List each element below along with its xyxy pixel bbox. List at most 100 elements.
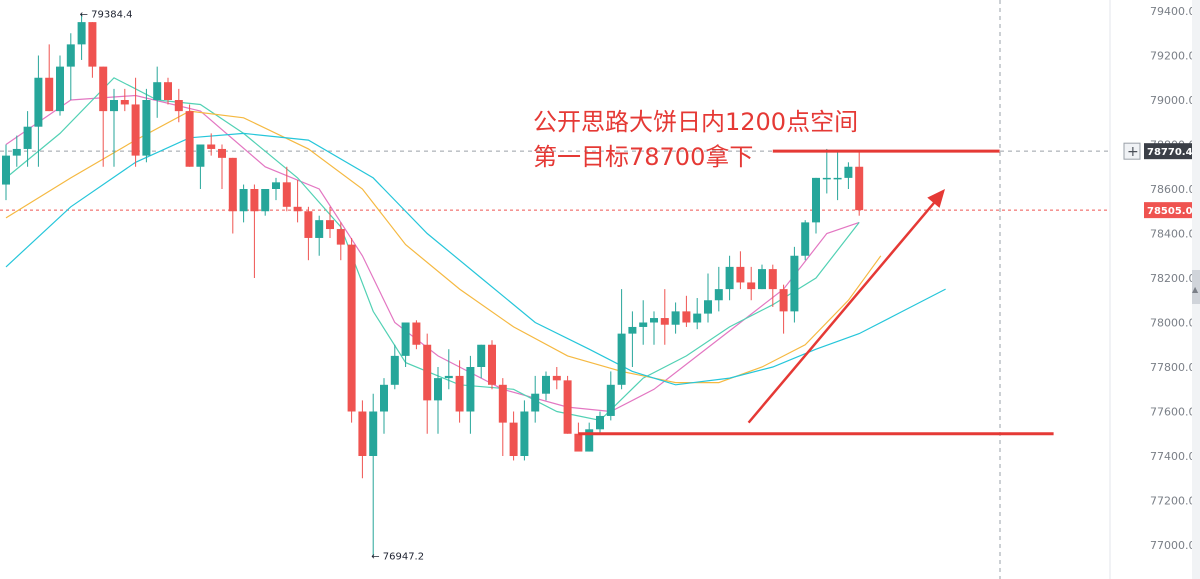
candle-body [574,433,583,452]
candle-body [639,322,648,327]
candle-body [12,148,21,156]
last-price-tag-bg [1144,202,1192,219]
candle-body [293,206,302,212]
y-tick-label: 79200.0 [1150,50,1196,63]
candle-body [336,229,345,245]
candle-body [617,333,626,385]
candle-body [185,111,194,167]
candle-body [34,77,43,127]
candle-body [390,355,399,385]
moving-average-line [5,132,946,386]
candle-body [228,157,237,212]
candle-body [358,411,367,456]
trend-arrow-line [747,196,940,424]
candle-body [606,384,615,416]
candle-body [66,44,75,67]
candle-body [131,104,140,156]
candle-layer [2,14,864,557]
y-tick-label: 77400.0 [1150,450,1196,463]
price-axis[interactable] [1110,0,1192,579]
candle-body [142,100,151,156]
candle-body [563,380,572,434]
candle-body [466,367,475,412]
candle-body [455,375,464,412]
scrollbar-arrow-icon[interactable]: ▲ [1192,285,1199,294]
scrollbar-thumb[interactable] [1192,270,1200,304]
annotation-line-1: 公开思路大饼日内1200点空间 [533,108,858,136]
candle-body [401,322,410,356]
candle-body [596,415,604,430]
candle-body [250,189,259,212]
y-tick-label: 77800.0 [1150,361,1196,374]
plus-icon[interactable]: + [1127,144,1139,160]
candle-body [315,220,324,238]
candle-body [682,311,691,323]
candle-body [844,166,853,178]
candle-body [164,82,172,100]
candle-body [56,66,64,112]
candle-body [498,384,507,423]
candle-body [768,269,777,290]
level-line-layer [578,149,1054,436]
candle-body [282,182,291,207]
candle-body [444,375,453,379]
candle-body [77,22,86,45]
low-price-label: ← 76947.2 [371,552,424,563]
candle-body [196,144,205,167]
candle-body [812,177,820,223]
candle-body [153,82,162,100]
candle-body [509,422,518,456]
candle-body [261,189,270,212]
candle-body [650,318,658,323]
candle-body [88,22,97,67]
candle-body [488,344,496,385]
y-tick-label: 78000.0 [1150,317,1196,330]
y-tick-label: 77200.0 [1150,495,1196,508]
crosshair-tag-bg [1144,143,1192,160]
y-tick-label: 77600.0 [1150,406,1196,419]
candle-body [801,222,810,256]
crosshair-plus-box[interactable] [1123,142,1141,160]
crosshair-price-tag: + 78770.4 [1123,142,1193,160]
candle-body [380,384,388,412]
candle-body [736,266,745,283]
candle-body [23,126,32,149]
moving-average-line [5,77,860,422]
annotation-line-2: 第一目标78700拿下 [533,143,753,171]
y-tick-label: 78600.0 [1150,183,1196,196]
candle-body [714,289,723,301]
grid-layer [0,0,1110,579]
candle-body [239,189,248,212]
candle-body [369,411,378,456]
candle-body [779,289,788,312]
candle-body [855,166,864,211]
candle-body [552,375,561,381]
trend-arrow-head [927,189,945,208]
candle-body [120,100,129,105]
candle-body [412,322,421,345]
last-price: 78505.0 [1147,206,1193,217]
candle-body [790,255,799,312]
candle-body [747,282,756,290]
candle-body [628,326,637,334]
candle-body [207,144,216,149]
y-tick-label: 78400.0 [1150,228,1196,241]
candle-body [833,177,842,180]
candle-body [272,182,280,189]
candle-body [2,155,10,185]
last-price-tag: 78505.0 [1144,202,1193,219]
y-tick-label: 77000.0 [1150,539,1196,552]
candle-body [423,344,432,401]
candle-body [671,311,680,325]
candle-body [531,393,540,412]
candle-body [218,148,226,158]
crosshair-price: 78770.4 [1147,147,1193,158]
candle-body [174,100,183,112]
candle-body [660,318,669,325]
candle-body [326,220,334,230]
candle-body [347,244,356,412]
candle-body [758,269,766,290]
candle-body [304,211,313,238]
y-tick-label: 78200.0 [1150,272,1196,285]
candle-body [542,375,550,394]
